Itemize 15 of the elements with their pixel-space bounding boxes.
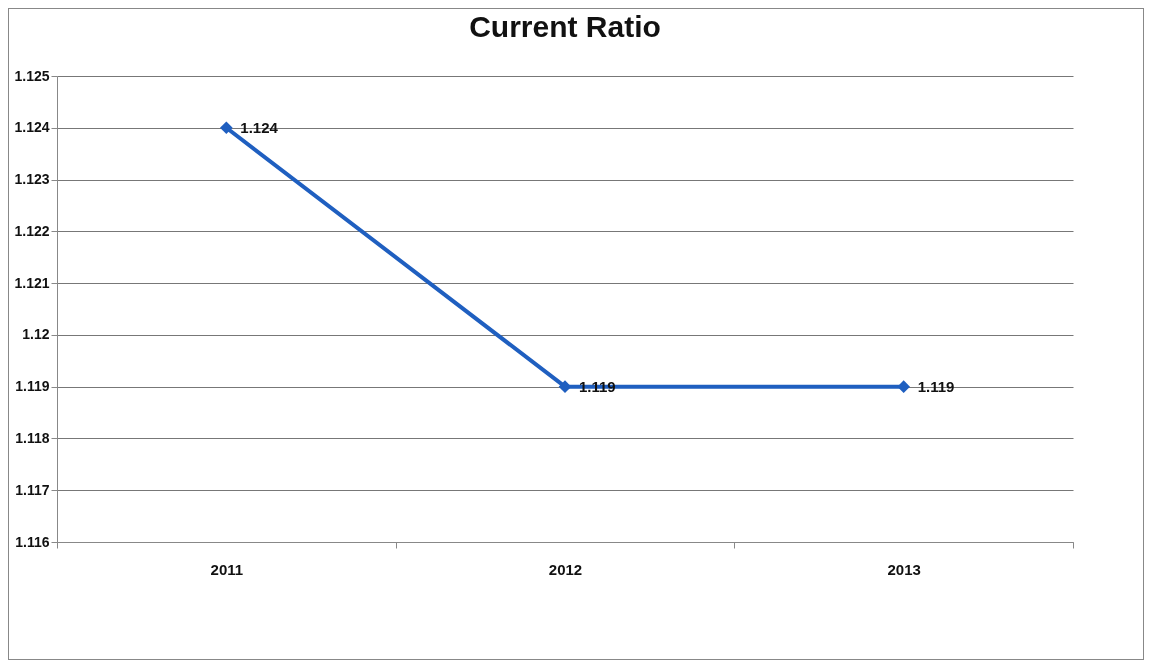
y-tick-label: 1.125	[14, 67, 50, 84]
y-tick-label: 1.124	[14, 119, 50, 136]
x-tick-label: 2013	[887, 560, 921, 578]
y-tick-label: 1.12	[22, 326, 50, 343]
y-tick-label: 1.121	[14, 274, 50, 291]
y-tick-label: 1.119	[15, 378, 50, 395]
chart-title: Current Ratio	[469, 10, 661, 43]
y-tick-label: 1.116	[15, 533, 50, 550]
y-tick-label: 1.122	[14, 222, 50, 239]
x-tick-label: 2012	[548, 560, 583, 578]
y-tick-label: 1.123	[14, 171, 50, 188]
data-label: 1.119	[579, 377, 616, 395]
y-tick-label: 1.117	[15, 481, 50, 498]
x-tick-label: 2011	[210, 560, 244, 578]
y-tick-label: 1.118	[15, 429, 50, 446]
